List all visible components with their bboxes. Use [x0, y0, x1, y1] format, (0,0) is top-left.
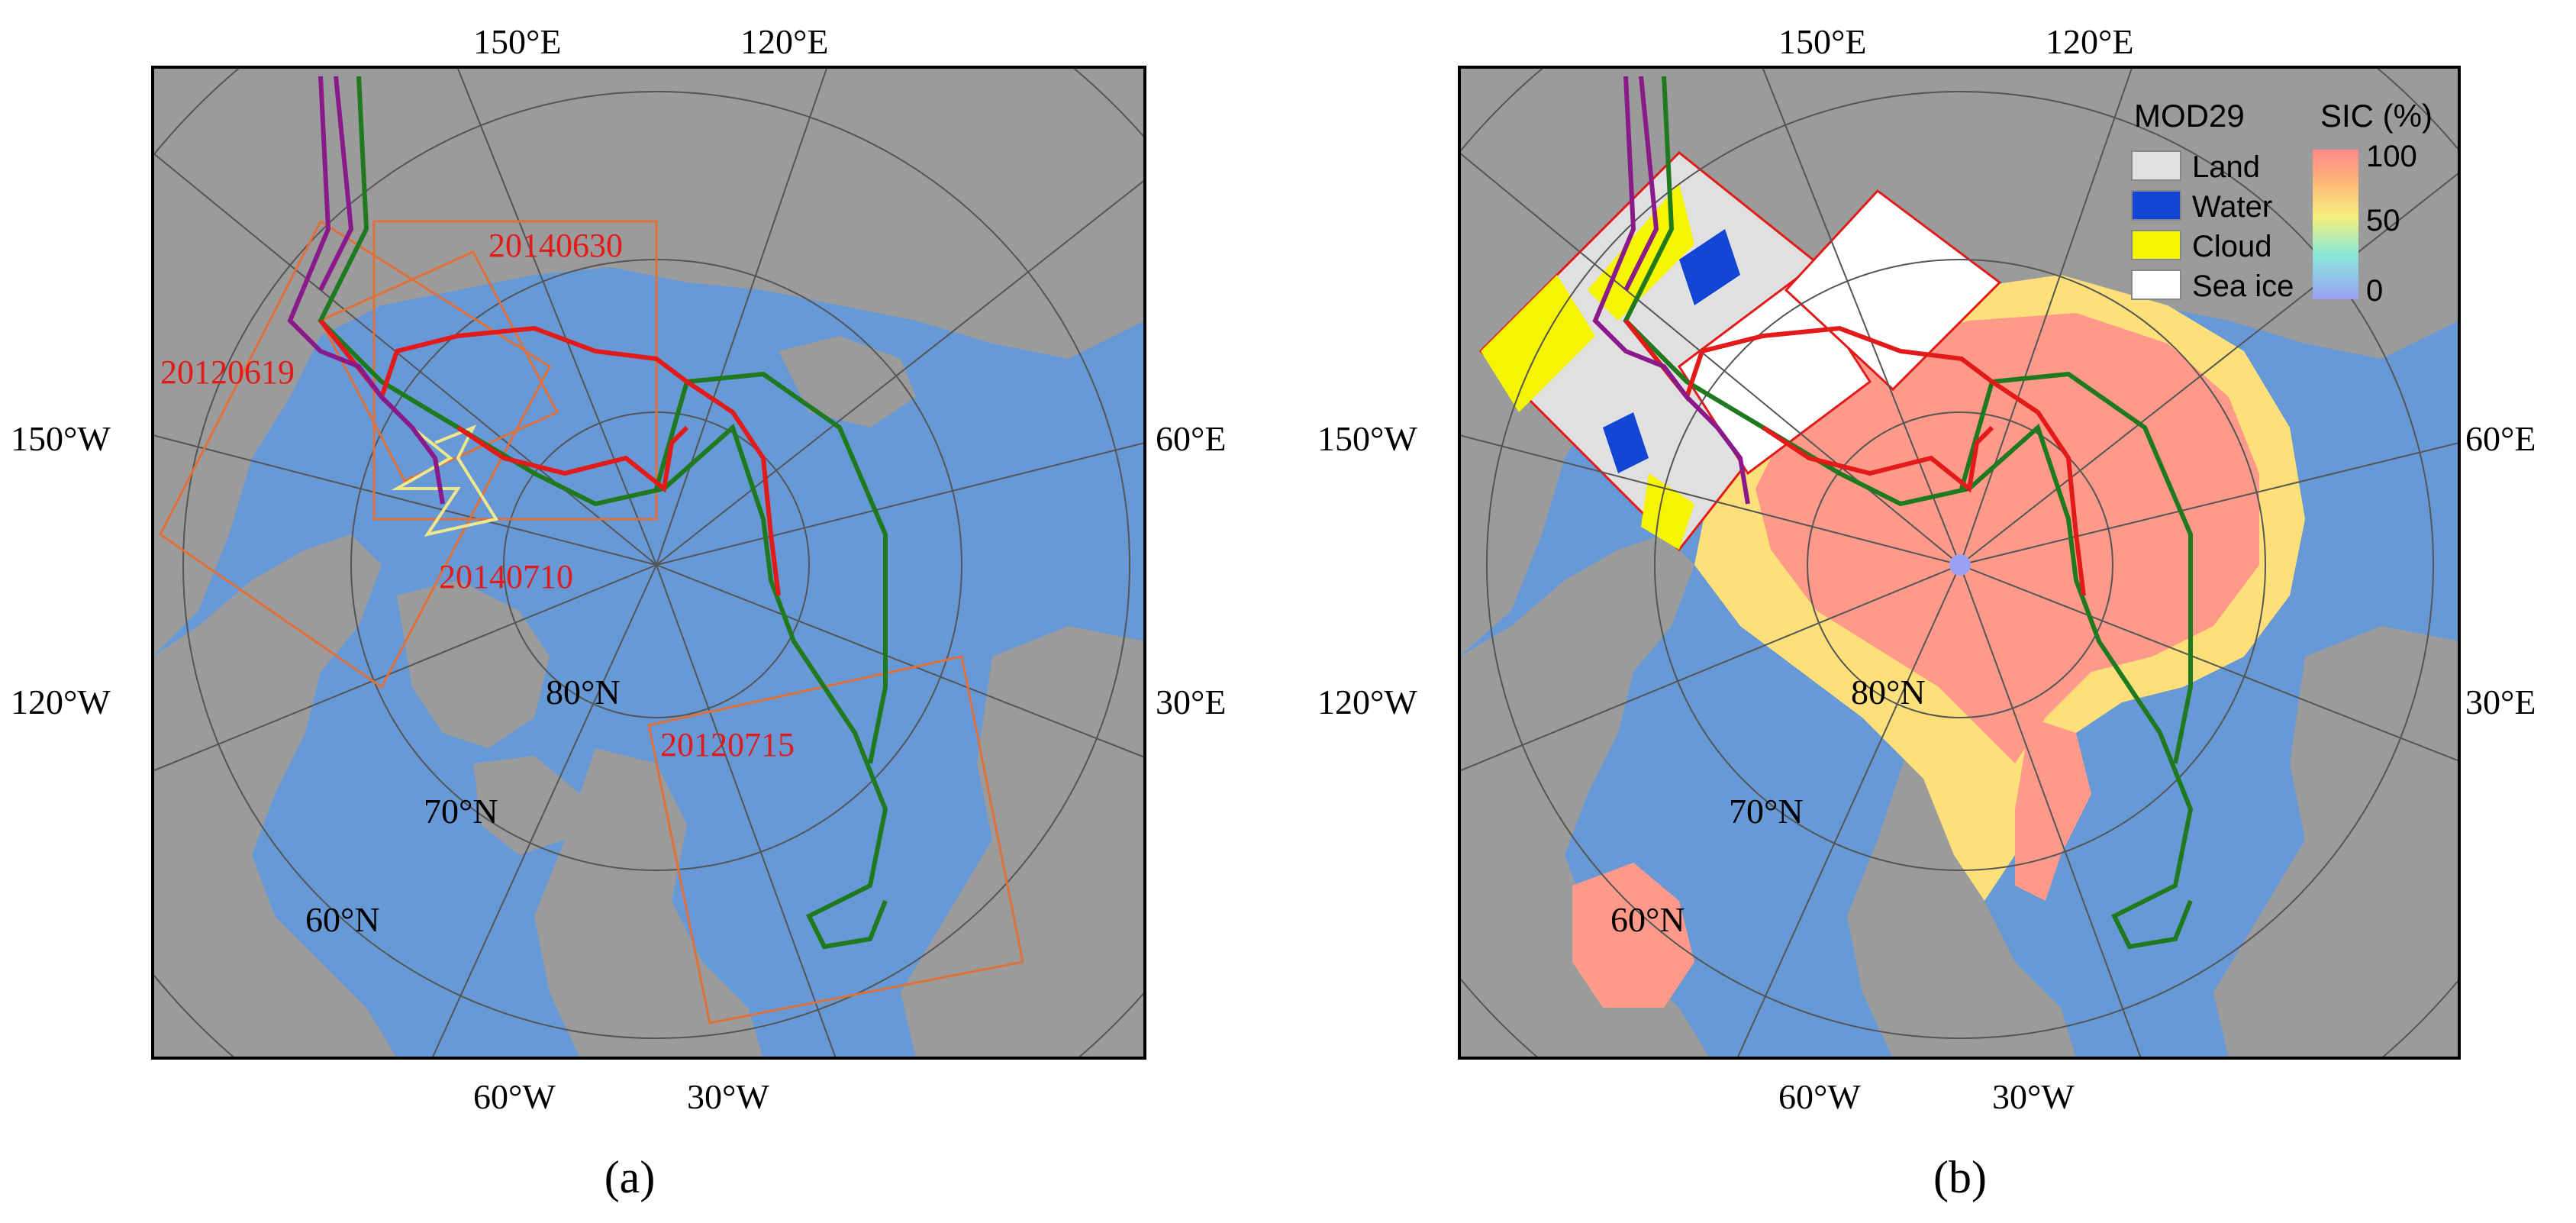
- panel-a-lon-30e: 30°E: [1156, 682, 1227, 721]
- panel-b-map: [1458, 66, 2461, 1060]
- panel-a-tracks: [287, 76, 888, 950]
- panel-a-lat-70n: 70°N: [424, 792, 498, 831]
- legend-sic-colorbar: [2313, 150, 2358, 299]
- panel-a-date-20120619: 20120619: [160, 353, 295, 391]
- panel-a-lon-60e: 60°E: [1156, 419, 1227, 458]
- panel-a-map: [151, 66, 1146, 1060]
- legend-mod29-title: MOD29: [2134, 98, 2245, 134]
- panel-b-mod29-swath: [1478, 150, 2002, 552]
- panel-a-caption: (a): [605, 1152, 656, 1202]
- panel-b-lon-120e: 120°E: [2046, 22, 2134, 61]
- panel-b-lon-150w: 150°W: [1317, 419, 1417, 458]
- panel-b-caption: (b): [1933, 1152, 1987, 1202]
- legend-swatch-water: [2131, 190, 2181, 221]
- panel-b-lon-60w: 60°W: [1778, 1077, 1861, 1116]
- legend-swatch-sea-ice: [2131, 269, 2181, 300]
- panel-b-frame: [1458, 66, 2461, 1060]
- panel-a-date-20140710: 20140710: [439, 558, 573, 595]
- panel-b-lon-60e: 60°E: [2465, 419, 2536, 458]
- legend-sic-tick-0: 0: [2366, 274, 2383, 308]
- legend-swatch-land: [2131, 150, 2181, 181]
- panel-a-graticule: [153, 67, 1145, 1058]
- panel-a-frame: [151, 66, 1146, 1060]
- panel-a-lon-150e: 150°E: [473, 22, 562, 61]
- panel-b-pole-marker: [1949, 554, 1971, 576]
- legend-label-water: Water: [2192, 190, 2272, 224]
- legend-sic-tick-50: 50: [2366, 204, 2400, 237]
- panel-b-lon-120w: 120°W: [1317, 682, 1417, 721]
- legend-sic-title: SIC (%): [2320, 98, 2433, 134]
- panel-a-date-20140630: 20140630: [488, 227, 623, 264]
- panel-a-lon-60w: 60°W: [473, 1077, 556, 1116]
- panel-b-tracks: [1592, 76, 2194, 950]
- panel-b-lon-30w: 30°W: [1992, 1077, 2075, 1116]
- legend-label-sea-ice: Sea ice: [2192, 269, 2294, 303]
- panel-b-graticule: [1459, 67, 2459, 1058]
- panel-a-lon-30w: 30°W: [687, 1077, 769, 1116]
- panel-b-lat-80n: 80°N: [1851, 673, 1926, 712]
- panel-a-lon-120w: 120°W: [11, 682, 111, 721]
- panel-b-sic-field: [1572, 275, 2305, 1008]
- panel-a-date-20120715: 20120715: [660, 726, 795, 763]
- panel-a-lat-60n: 60°N: [305, 900, 380, 939]
- panel-b-lon-30e: 30°E: [2465, 682, 2536, 721]
- legend-label-land: Land: [2192, 150, 2260, 184]
- panel-a-lon-120e: 120°E: [740, 22, 829, 61]
- panel-b-lat-70n: 70°N: [1729, 792, 1804, 831]
- panel-b-lat-60n: 60°N: [1610, 900, 1685, 939]
- panel-b-legend: MOD29 Land Water Cloud Sea ice SIC (%) 1…: [2131, 98, 2433, 308]
- legend-label-cloud: Cloud: [2192, 230, 2272, 263]
- legend-sic-tick-100: 100: [2366, 140, 2417, 173]
- panel-b-lon-150e: 150°E: [1778, 22, 1867, 61]
- panel-a-lat-80n: 80°N: [546, 673, 621, 712]
- panel-a-lon-150w: 150°W: [11, 419, 111, 458]
- legend-swatch-cloud: [2131, 230, 2181, 260]
- panel-a-swath-boxes: [159, 219, 1024, 1025]
